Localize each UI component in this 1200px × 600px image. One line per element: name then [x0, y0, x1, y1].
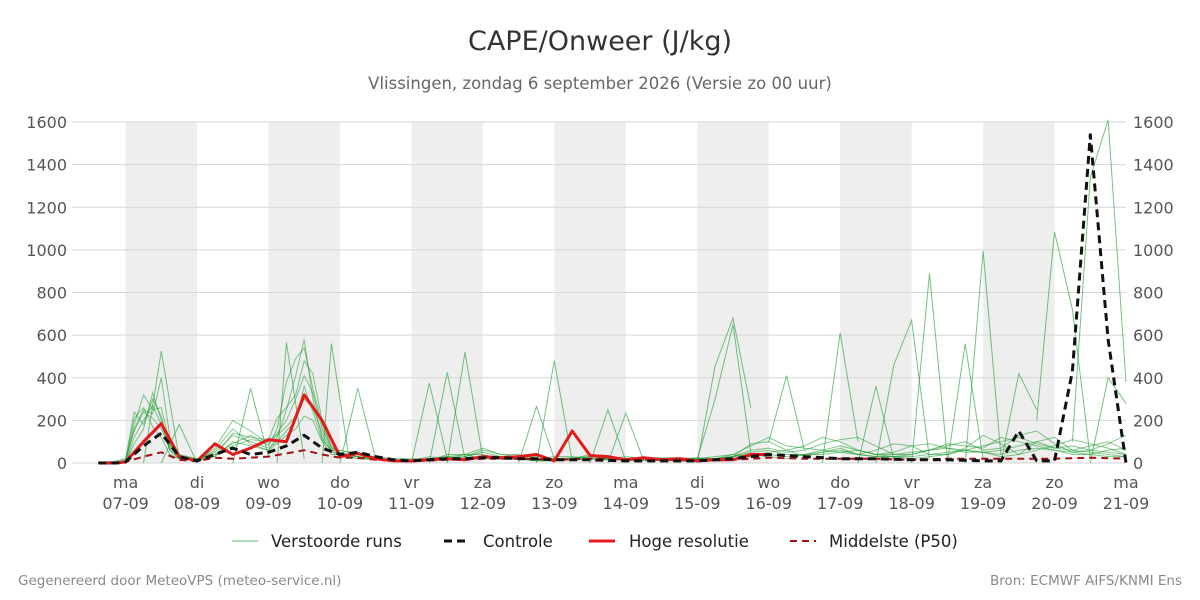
y-tick-label-right: 1200 — [1133, 198, 1174, 217]
x-tick-date: 09-09 — [245, 494, 292, 513]
ensemble-member-line — [160, 423, 198, 464]
y-tick-label-left: 200 — [36, 411, 67, 430]
ensemble-member-line — [821, 332, 859, 464]
footer-generated-by: Gegenereerd door MeteoVPS (meteo-service… — [18, 573, 341, 589]
ensemble-member-line — [1071, 119, 1127, 442]
y-tick-label-left: 1600 — [26, 113, 67, 132]
y-tick-label-right: 1600 — [1133, 113, 1174, 132]
x-tick-day: do — [330, 473, 350, 492]
x-tick-day: wo — [757, 473, 780, 492]
x-tick-day: vr — [904, 473, 920, 492]
ensemble-member-line — [536, 360, 573, 464]
x-tick-date: 15-09 — [674, 494, 721, 513]
ensemble-member-line — [428, 372, 466, 464]
ensemble-member-line — [964, 250, 1002, 464]
ensemble-member-line — [1036, 231, 1091, 459]
ensemble-member-line — [232, 388, 269, 464]
legend-label-hoge-resolutie: Hoge resolutie — [629, 532, 749, 551]
x-tick-day: ma — [113, 473, 138, 492]
footer-source: Bron: ECMWF AIFS/KNMI Ens — [990, 573, 1182, 589]
y-tick-label-right: 400 — [1133, 369, 1164, 388]
ensemble-member-line — [875, 318, 930, 464]
x-tick-date: 20-09 — [1031, 494, 1078, 513]
ensemble-member-line — [768, 375, 805, 451]
chart-subtitle: Vlissingen, zondag 6 september 2026 (Ver… — [368, 74, 832, 93]
x-tick-day: za — [474, 473, 492, 492]
ensemble-member-line — [321, 343, 349, 464]
y-tick-label-right: 600 — [1133, 326, 1164, 345]
x-axis-ticks: ma 07-09 di 08-09 wo 09-09 do 10-09 vr 11-09 za 12-… — [102, 473, 1149, 513]
ensemble-member-line — [276, 342, 305, 464]
y-tick-label-left: 600 — [36, 326, 67, 345]
y-tick-label-left: 1000 — [26, 241, 67, 260]
ensemble-member-line — [1089, 376, 1127, 464]
x-tick-day: do — [830, 473, 850, 492]
grid-lines — [72, 121, 1126, 464]
y-tick-label-left: 1400 — [26, 156, 67, 175]
x-tick-day: wo — [257, 473, 280, 492]
ensemble-member-line — [857, 386, 895, 464]
ensemble-member-line — [1000, 371, 1038, 464]
ensemble-member-line — [143, 351, 180, 464]
ensemble-member-line — [911, 273, 948, 464]
legend-label-ensemble: Verstoorde runs — [271, 532, 402, 551]
ensemble-member-line — [696, 316, 752, 464]
main-series-lines — [98, 133, 1128, 465]
x-tick-date: 16-09 — [745, 494, 792, 513]
legend: Verstoorde runs Controle Hoge resolutie … — [232, 532, 958, 551]
y-axis-ticks: 0 0 200 200 400 400 600 600 800 800 1000 1000 1200 12… — [26, 113, 1173, 473]
ensemble-member-line — [446, 352, 484, 464]
x-tick-day: vr — [403, 473, 419, 492]
y-tick-label-left: 400 — [36, 369, 67, 388]
x-tick-date: 19-09 — [960, 494, 1007, 513]
ensemble-member-line — [946, 343, 984, 464]
x-tick-day: ma — [1113, 473, 1138, 492]
x-tick-day: za — [974, 473, 992, 492]
ensemble-member-line — [607, 411, 645, 464]
y-tick-label-right: 200 — [1133, 411, 1164, 430]
x-tick-date: 14-09 — [603, 494, 650, 513]
x-tick-date: 13-09 — [531, 494, 578, 513]
x-tick-day: di — [690, 473, 705, 492]
legend-label-controle: Controle — [483, 532, 553, 551]
series-line-controle — [98, 133, 1128, 465]
x-tick-date: 07-09 — [102, 494, 149, 513]
ensemble-member-line — [98, 404, 1127, 464]
x-tick-day: ma — [613, 473, 638, 492]
x-tick-date: 11-09 — [388, 494, 435, 513]
y-tick-label-left: 0 — [57, 454, 67, 473]
y-tick-label-left: 800 — [36, 284, 67, 303]
ensemble-member-line — [696, 324, 752, 459]
ensemble-member-line — [410, 382, 448, 464]
ensemble-member-line — [589, 408, 627, 464]
x-tick-date: 17-09 — [817, 494, 864, 513]
ensemble-member-line — [518, 404, 555, 464]
chart-title: CAPE/Onweer (J/kg) — [468, 26, 732, 57]
x-tick-day: zo — [1045, 473, 1063, 492]
x-tick-date: 10-09 — [317, 494, 364, 513]
x-tick-day: di — [190, 473, 205, 492]
y-tick-label-right: 0 — [1133, 454, 1143, 473]
legend-label-p50: Middelste (P50) — [829, 532, 958, 551]
y-tick-label-right: 800 — [1133, 284, 1164, 303]
x-tick-day: zo — [545, 473, 563, 492]
ensemble-member-line — [339, 388, 377, 464]
x-tick-date: 12-09 — [460, 494, 507, 513]
x-tick-date: 18-09 — [888, 494, 935, 513]
y-tick-label-right: 1000 — [1133, 241, 1174, 260]
x-tick-date: 21-09 — [1103, 494, 1150, 513]
y-tick-label-left: 1200 — [26, 198, 67, 217]
y-tick-label-right: 1400 — [1133, 156, 1174, 175]
x-tick-date: 08-09 — [174, 494, 221, 513]
